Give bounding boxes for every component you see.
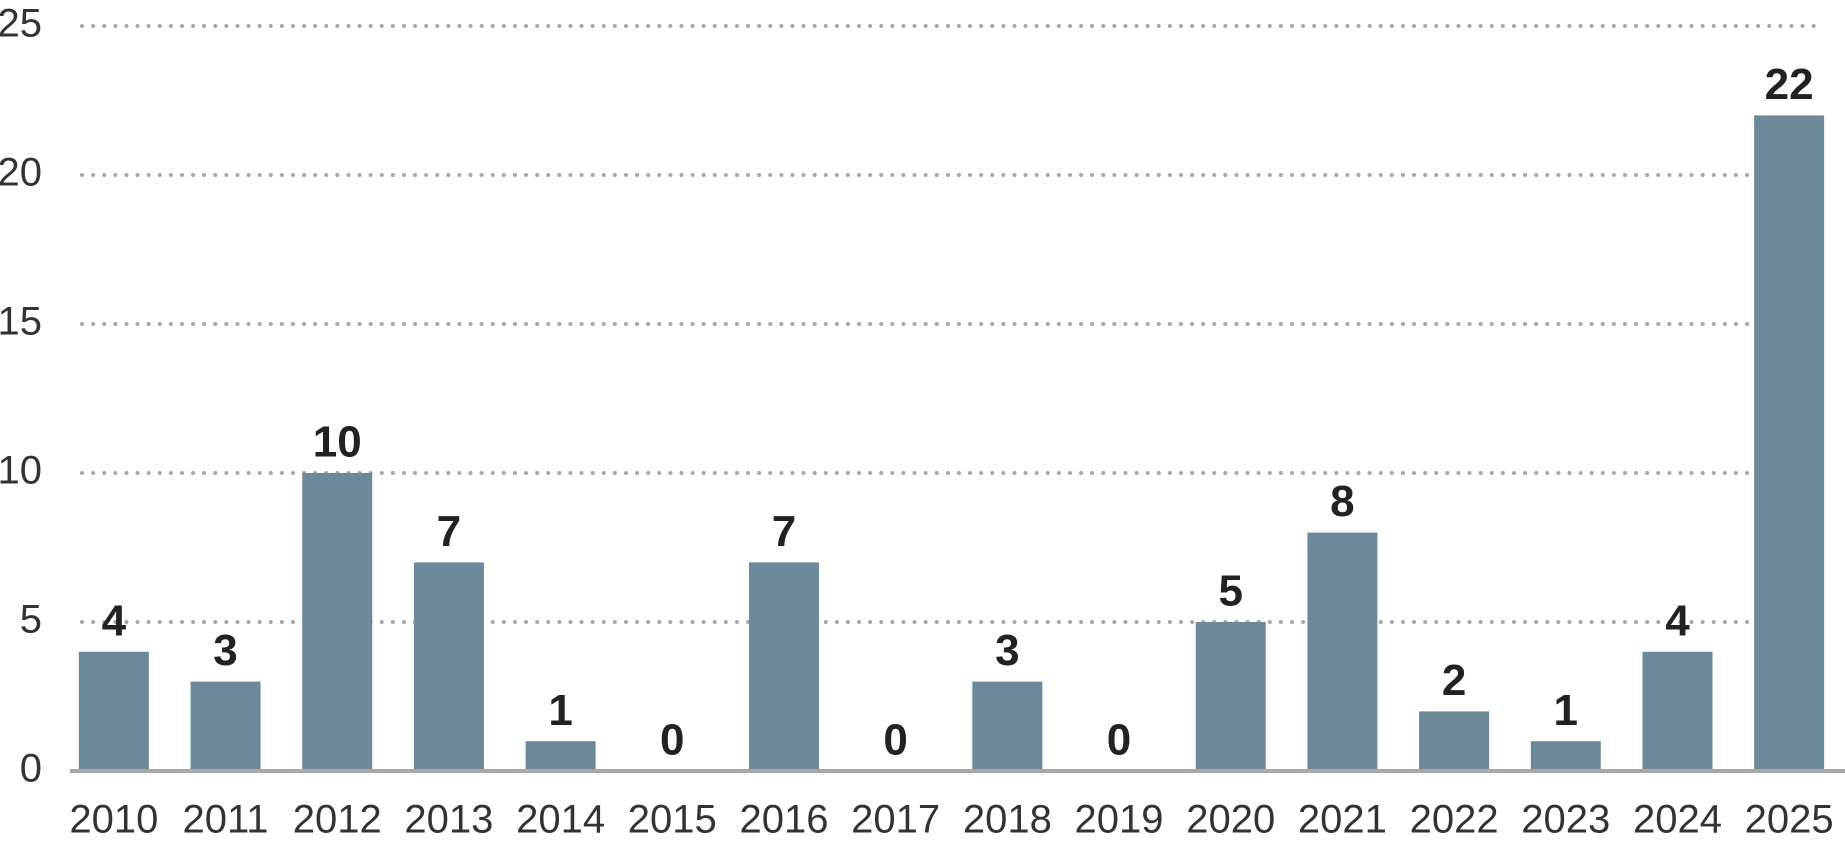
bar (525, 741, 596, 771)
x-tick-label: 2019 (1075, 798, 1164, 842)
y-tick-label: 0 (20, 747, 42, 791)
y-tick-label: 25 (0, 2, 42, 46)
y-tick-label: 5 (20, 598, 42, 642)
value-label: 0 (883, 716, 907, 765)
x-tick-label: 2023 (1521, 798, 1610, 842)
x-tick-label: 2024 (1633, 798, 1722, 842)
x-tick-label: 2025 (1745, 798, 1834, 842)
value-label: 4 (1665, 596, 1690, 645)
x-tick-label: 2018 (963, 798, 1052, 842)
value-label: 7 (772, 507, 796, 556)
bar (1530, 741, 1601, 771)
bar (1419, 711, 1490, 771)
bar (1754, 115, 1825, 771)
x-tick-label: 2015 (628, 798, 717, 842)
bar (972, 681, 1043, 771)
value-label: 5 (1218, 567, 1242, 616)
y-tick-label: 15 (0, 300, 42, 344)
x-tick-label: 2012 (293, 798, 382, 842)
x-tick-label: 2016 (739, 798, 828, 842)
value-label: 10 (313, 418, 362, 467)
x-tick-label: 2022 (1410, 798, 1499, 842)
x-tick-label: 2017 (851, 798, 940, 842)
value-label: 1 (548, 686, 572, 735)
bar (1642, 651, 1713, 771)
value-label: 22 (1765, 60, 1814, 109)
value-label: 3 (213, 626, 237, 675)
y-tick-label: 10 (0, 449, 42, 493)
bar (302, 473, 373, 771)
bar (413, 562, 484, 771)
value-label: 1 (1554, 686, 1578, 735)
value-label: 4 (102, 596, 127, 645)
x-tick-label: 2013 (404, 798, 493, 842)
bar (1307, 532, 1378, 771)
y-tick-label: 20 (0, 151, 42, 195)
bar (78, 651, 149, 771)
value-label: 0 (660, 716, 684, 765)
x-tick-label: 2021 (1298, 798, 1387, 842)
bar (190, 681, 261, 771)
value-label: 8 (1330, 477, 1354, 526)
x-tick-label: 2010 (69, 798, 158, 842)
bar (748, 562, 819, 771)
value-label: 3 (995, 626, 1019, 675)
value-label: 0 (1107, 716, 1131, 765)
x-tick-label: 2014 (516, 798, 605, 842)
x-tick-label: 2011 (183, 798, 269, 842)
value-label: 2 (1442, 656, 1466, 705)
x-tick-label: 2020 (1186, 798, 1275, 842)
bar (1195, 622, 1266, 771)
value-label: 7 (437, 507, 461, 556)
